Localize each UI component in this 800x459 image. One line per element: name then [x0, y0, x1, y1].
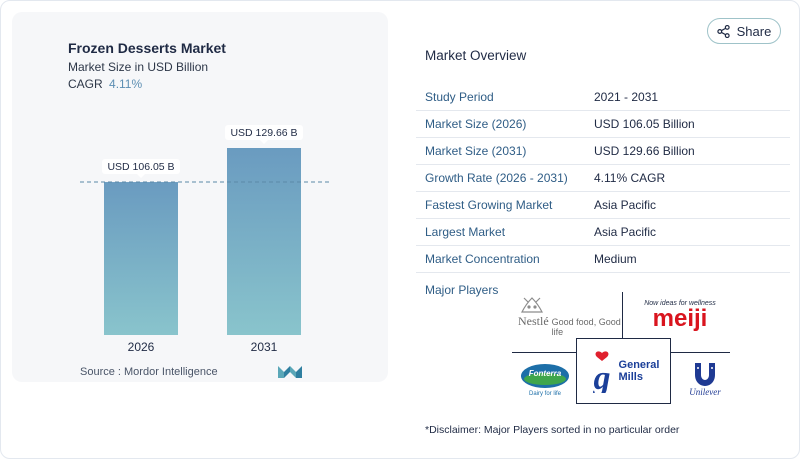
- chart-title: Frozen Desserts Market: [68, 40, 226, 56]
- overview-row-largest-market: Largest Market Asia Pacific: [416, 219, 790, 246]
- logo-divider: [670, 338, 671, 404]
- overview-label: Market Size (2026): [425, 117, 527, 131]
- overview-row-concentration: Market Concentration Medium: [416, 246, 790, 273]
- disclaimer: *Disclaimer: Major Players sorted in no …: [425, 424, 680, 436]
- x-tick-label: 2031: [251, 340, 278, 354]
- meiji-logo: Now ideas for wellness meiji: [630, 292, 730, 338]
- overview-value: USD 106.05 Billion: [594, 117, 695, 131]
- logo-divider: [622, 292, 623, 338]
- overview-label: Largest Market: [425, 225, 506, 239]
- overview-table: Study Period 2021 - 2031 Market Size (20…: [416, 84, 790, 273]
- chart-subtitle: Market Size in USD Billion: [68, 60, 209, 74]
- logo-divider: [576, 338, 577, 404]
- chart-card: [12, 12, 388, 382]
- overview-value: 2021 - 2031: [594, 90, 659, 104]
- data-label: USD 129.66 B: [230, 127, 297, 139]
- meiji-tagline: Now ideas for wellness: [644, 299, 716, 307]
- data-label-pointer: [260, 140, 268, 144]
- overview-title: Market Overview: [425, 48, 527, 63]
- bar-2026: [104, 182, 178, 335]
- overview-row-size-2026: Market Size (2026) USD 106.05 Billion: [416, 111, 790, 138]
- nestle-name: Nestlé: [518, 313, 549, 328]
- overview-label: Study Period: [425, 90, 494, 104]
- meiji-name: meiji: [652, 304, 708, 332]
- fonterra-badge-icon: Fonterra Dairy for life: [521, 364, 569, 397]
- overview-value: USD 129.66 Billion: [594, 144, 695, 158]
- share-icon: [716, 24, 730, 38]
- fonterra-logo: Fonterra Dairy for life: [516, 356, 574, 402]
- unilever-logo: Unilever: [676, 356, 734, 402]
- svg-text:g: g: [592, 360, 610, 393]
- overview-row-growth-rate: Growth Rate (2026 - 2031) 4.11% CAGR: [416, 165, 790, 192]
- nestle-tagline: Good food, Good life: [551, 316, 621, 337]
- unilever-u-icon: [695, 363, 715, 386]
- overview-label: Market Size (2031): [425, 144, 527, 158]
- overview-label: Growth Rate (2026 - 2031): [425, 171, 568, 185]
- general-mills-line2: Mills: [618, 371, 643, 383]
- share-button[interactable]: Share: [707, 18, 781, 44]
- overview-row-fastest-growing: Fastest Growing Market Asia Pacific: [416, 192, 790, 219]
- overview-label: Fastest Growing Market: [425, 198, 553, 212]
- overview-row-study-period: Study Period 2021 - 2031: [416, 84, 790, 111]
- general-mills-line1: General: [618, 359, 660, 371]
- cagr-value: 4.11%: [109, 77, 143, 91]
- chart-source: Source : Mordor Intelligence: [80, 366, 218, 378]
- nestle-nest-icon: [521, 296, 543, 313]
- fonterra-name: Fonterra: [529, 369, 562, 378]
- overview-value: 4.11% CAGR: [594, 171, 666, 185]
- chart-cagr: CAGR 4.11%: [68, 77, 142, 91]
- x-tick-label: 2026: [128, 340, 155, 354]
- unilever-name: Unilever: [689, 387, 721, 397]
- bar-2031: [227, 148, 301, 335]
- overview-row-size-2031: Market Size (2031) USD 129.66 Billion: [416, 138, 790, 165]
- logo-divider: [512, 352, 576, 353]
- data-label-bubble: [225, 125, 303, 140]
- mordor-logo-icon: [278, 366, 302, 378]
- overview-label: Market Concentration: [425, 252, 540, 266]
- cagr-label: CAGR: [68, 77, 103, 91]
- major-players-label: Major Players: [425, 283, 499, 297]
- overview-value: Asia Pacific: [594, 225, 657, 239]
- data-label: USD 106.05 B: [107, 161, 174, 173]
- nestle-logo: Nestlé Good food, Good life: [512, 292, 622, 338]
- logo-divider: [670, 352, 730, 353]
- logo-divider: [576, 403, 671, 404]
- general-mills-logo: g General Mills: [578, 340, 670, 402]
- share-label: Share: [736, 23, 772, 39]
- general-mills-g-icon: g: [592, 351, 610, 393]
- fonterra-tagline: Dairy for life: [529, 391, 562, 397]
- overview-value: Medium: [594, 252, 637, 266]
- data-label-bubble: [102, 159, 180, 175]
- logo-divider: [576, 338, 671, 339]
- data-label-pointer: [137, 174, 145, 179]
- overview-value: Asia Pacific: [594, 198, 657, 212]
- bar-chart: USD 106.05 B USD 129.66 B 2026 2031: [80, 125, 330, 354]
